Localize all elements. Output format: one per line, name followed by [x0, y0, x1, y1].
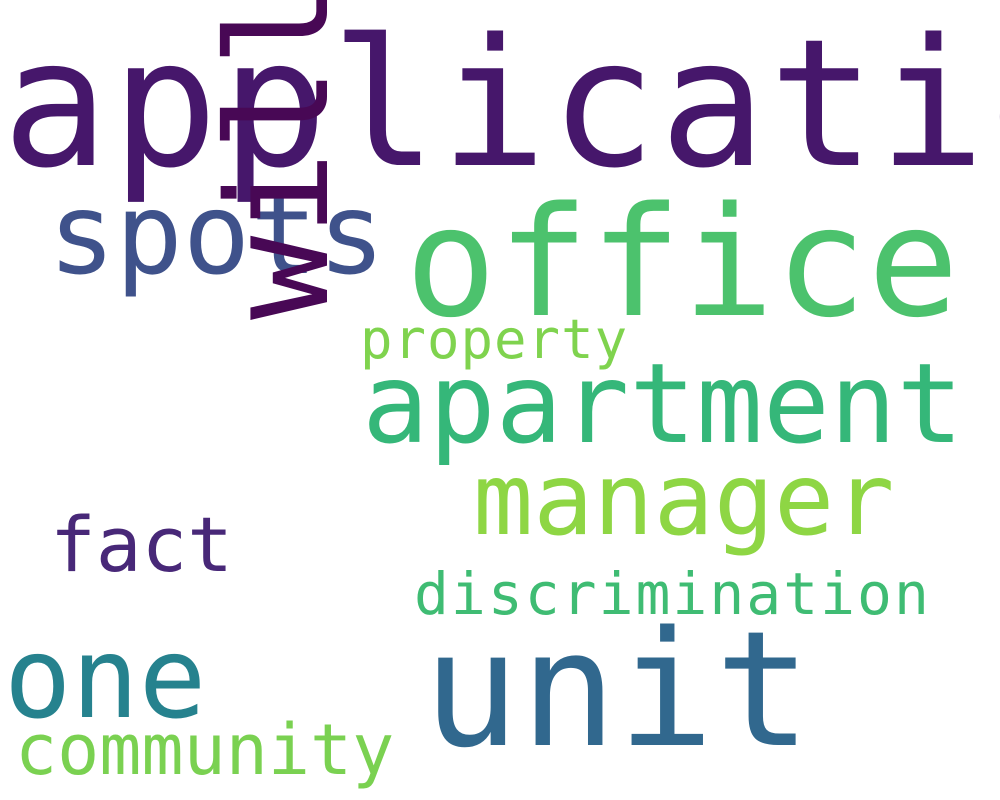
word-community: community: [15, 709, 395, 791]
word-spots: spots: [48, 170, 386, 300]
word-application: application: [2, 1, 1000, 207]
word-discrimination: discrimination: [414, 560, 931, 628]
word-apartment: apartment: [362, 340, 964, 469]
word-will: will: [198, 0, 361, 320]
word-one: one: [4, 614, 207, 744]
word-property: property: [360, 308, 629, 371]
word-unit: unit: [423, 596, 813, 783]
word-office: office: [405, 174, 961, 351]
word-manager: manager: [473, 441, 895, 558]
word-fact: fact: [50, 500, 234, 589]
